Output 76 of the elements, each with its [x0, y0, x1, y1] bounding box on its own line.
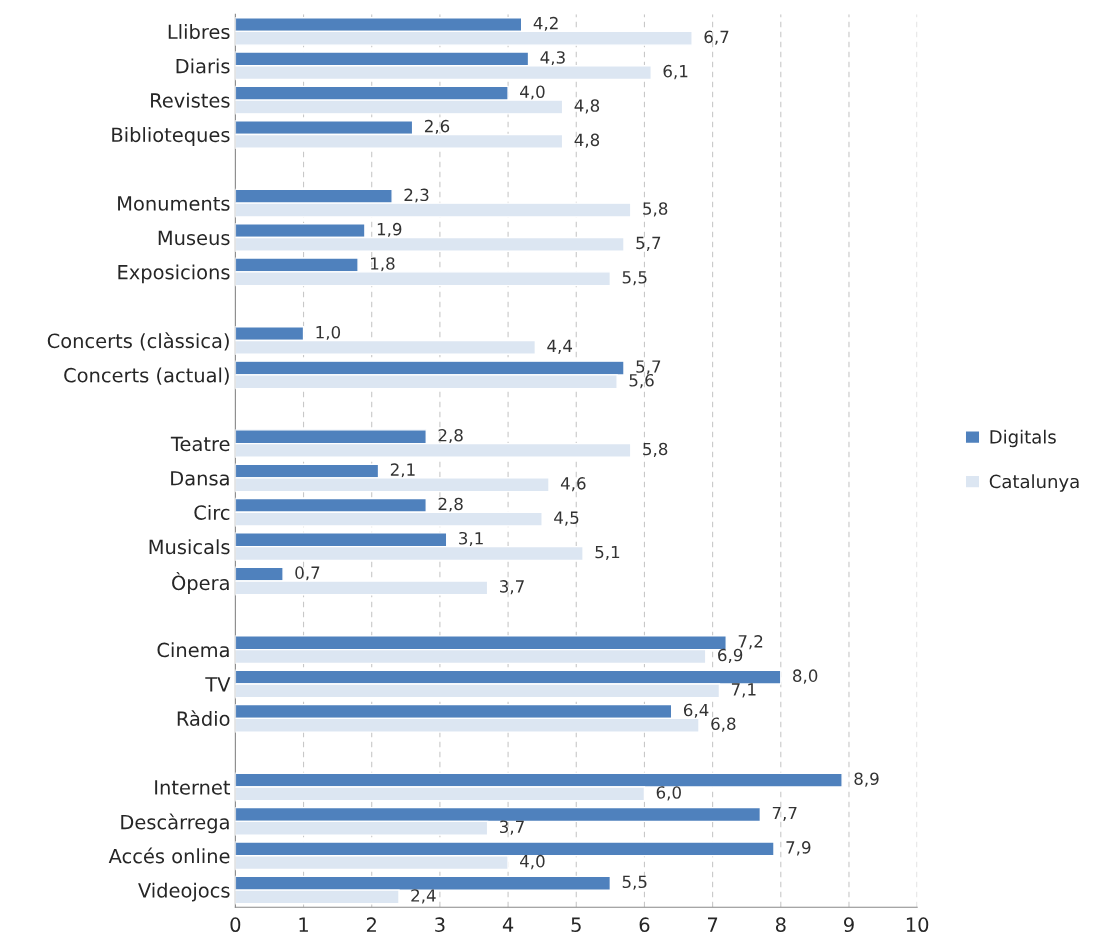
data-label: 4,0: [520, 85, 545, 100]
y-tick-label: Concerts (clàssica): [47, 332, 229, 351]
data-label: 6,7: [704, 30, 729, 45]
data-label: 4,5: [554, 511, 579, 526]
data-label: 2,4: [411, 889, 436, 904]
data-label: 3,1: [459, 531, 483, 547]
y-tick-label: Museus: [158, 230, 230, 246]
data-label: 5,8: [643, 442, 668, 457]
y-tick-label: Diaris: [176, 58, 230, 74]
data-label: 6,0: [656, 786, 681, 801]
y-tick-label: Videojocs: [138, 882, 230, 902]
data-label: 8,0: [793, 669, 818, 684]
data-label: 4,8: [574, 99, 600, 114]
data-label: 5,7: [636, 360, 661, 375]
legend-label: Digitals: [990, 429, 1056, 448]
data-label: 8,9: [854, 772, 879, 787]
data-label: 1,8: [371, 257, 395, 272]
x-tick-label: 5: [571, 917, 581, 933]
data-label: 5,5: [622, 875, 647, 890]
data-label: 2,8: [438, 428, 463, 444]
data-label: 4,0: [520, 854, 545, 870]
data-label: 2,3: [404, 188, 429, 203]
y-tick-label: Teatre: [170, 436, 230, 452]
x-tick-label: 0: [230, 917, 241, 933]
data-label: 4,2: [533, 16, 558, 32]
data-label: 7,9: [786, 841, 811, 856]
data-label: 2,8: [438, 497, 463, 512]
data-label: 2,6: [424, 119, 450, 135]
y-tick-label: Llibres: [168, 24, 230, 40]
y-tick-label: Musicals: [149, 539, 230, 555]
x-tick-label: 3: [435, 917, 445, 933]
data-label: 6,4: [683, 703, 709, 719]
y-tick-label: Biblioteques: [112, 127, 230, 146]
y-tick-label: Monuments: [118, 196, 230, 211]
y-tick-label: Internet: [155, 780, 231, 795]
x-tick-label: 7: [708, 917, 718, 932]
data-label: 6,1: [663, 64, 688, 80]
y-tick-label: Òpera: [172, 571, 229, 594]
legend-label: Catalunya: [989, 474, 1079, 492]
data-label: 4,6: [560, 477, 586, 492]
x-tick-label: 10: [906, 917, 929, 933]
y-tick-label: Ràdio: [177, 710, 230, 727]
data-label: 1,0: [316, 325, 341, 341]
y-tick-label: Cinema: [157, 642, 229, 658]
data-label: 0,7: [295, 566, 320, 581]
data-label: 5,6: [629, 373, 654, 389]
data-label: 3,7: [500, 820, 524, 835]
x-tick-label: 9: [844, 917, 854, 933]
x-tick-label: 6: [639, 917, 650, 933]
y-tick-label: Dansa: [171, 471, 229, 486]
data-label: 5,5: [622, 271, 647, 286]
x-tick-label: 1: [299, 917, 308, 932]
data-label: 5,1: [595, 545, 620, 561]
data-label: 5,7: [636, 236, 661, 251]
y-tick-label: TV: [205, 677, 231, 692]
data-label: 4,4: [547, 339, 573, 354]
y-tick-label: Revistes: [151, 92, 230, 108]
data-label: 1,9: [377, 222, 402, 238]
data-label: 3,7: [500, 580, 524, 595]
x-tick-label: 2: [366, 917, 376, 932]
x-tick-label: 4: [502, 917, 514, 932]
data-label: 4,8: [574, 133, 600, 148]
data-label: 7,1: [731, 683, 756, 698]
y-tick-label: Circ: [194, 504, 230, 520]
data-label: 7,2: [738, 635, 763, 650]
data-label: 4,3: [540, 51, 565, 66]
x-tick-label: 8: [775, 917, 786, 933]
data-label: 6,8: [711, 717, 736, 732]
y-tick-label: Descàrrega: [121, 813, 229, 834]
data-label: 6,9: [718, 648, 743, 664]
data-label: 7,7: [772, 806, 797, 822]
y-tick-label: Concerts (actual): [64, 367, 229, 385]
data-label: 2,1: [390, 463, 415, 478]
y-tick-label: Exposicions: [118, 264, 230, 284]
y-tick-label: Accés online: [108, 847, 230, 864]
data-label: 5,8: [643, 202, 668, 217]
